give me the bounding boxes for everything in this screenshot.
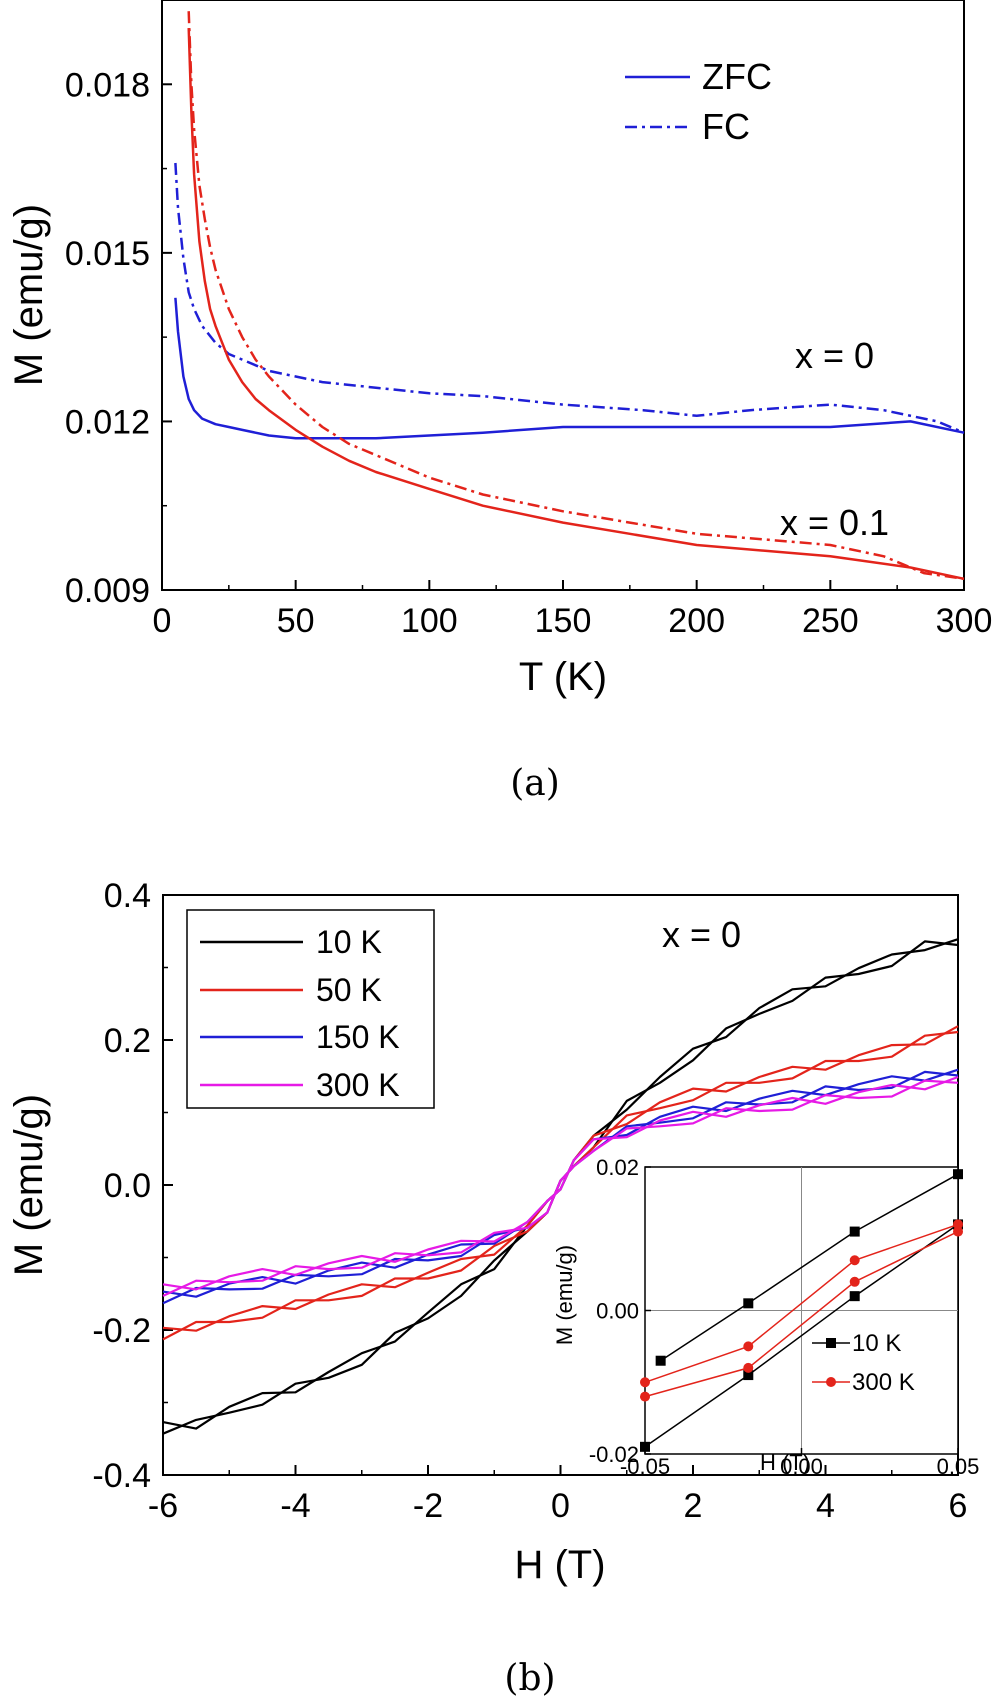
inset-x-tick-label: 0.05 xyxy=(937,1454,980,1479)
inset-marker-square xyxy=(640,1441,650,1452)
inset-series-line-2 xyxy=(644,1230,959,1398)
inset-legend-10k-marker xyxy=(826,1338,836,1348)
panel-a-legend: ZFC FC xyxy=(625,56,772,147)
inset-marker-circle xyxy=(953,1226,963,1237)
panel-a-annotation-x01: x = 0.1 xyxy=(780,502,889,543)
inset-marker-circle xyxy=(849,1255,860,1266)
inset-series-line-0 xyxy=(644,1223,959,1448)
inset-y-tick-label: 0.00 xyxy=(596,1299,639,1324)
legend-50k-label: 50 K xyxy=(316,972,382,1008)
inset-chart: -0.05 0.00 0.05 -0.02 0.00 0.02 H (T) M (emu/… xyxy=(552,1155,979,1479)
b-x-tick-label: 6 xyxy=(949,1487,968,1525)
inset-legend-300k-marker xyxy=(826,1377,836,1387)
a-series-line-1 xyxy=(174,162,965,434)
inset-marker-square xyxy=(849,1291,860,1302)
inset-x-tick-label: 0.00 xyxy=(780,1454,823,1479)
legend-300k-label: 300 K xyxy=(316,1067,400,1103)
panel-b: -6 -4 -2 0 2 4 6 -0.4 -0.2 0.0 0.2 0.4 H (T) M (emu… xyxy=(7,877,979,1699)
a-y-tick-label: 0.018 xyxy=(65,66,150,104)
a-x-tick-label: 0 xyxy=(153,602,172,640)
inset-axis-ticks: -0.05 0.00 0.05 -0.02 0.00 0.02 xyxy=(589,1155,980,1479)
inset-marker-circle xyxy=(849,1276,860,1287)
inset-marker-square xyxy=(743,1370,754,1381)
panel-b-axis-ticks: -6 -4 -2 0 2 4 6 -0.4 -0.2 0.0 0.2 0.4 xyxy=(92,877,967,1525)
b-y-tick-label: 0.0 xyxy=(104,1167,151,1205)
inset-legend-300k-label: 300 K xyxy=(852,1369,915,1396)
inset-y-tick-label: -0.02 xyxy=(589,1442,639,1467)
inset-x-tick-label: -0.05 xyxy=(620,1454,670,1479)
panel-b-caption: (b) xyxy=(504,1658,555,1699)
inset-series-line-1 xyxy=(660,1173,959,1362)
panel-a-annotation-x0: x = 0 xyxy=(795,335,874,376)
a-x-tick-label: 100 xyxy=(401,602,458,640)
inset-marker-square xyxy=(849,1226,860,1237)
inset-marker-square xyxy=(743,1298,754,1309)
a-y-tick-label: 0.009 xyxy=(65,572,150,610)
inset-marker-circle xyxy=(640,1377,650,1388)
inset-marker-circle xyxy=(640,1391,650,1402)
b-x-tick-label: -4 xyxy=(280,1487,310,1525)
inset-marker-circle xyxy=(743,1341,754,1352)
inset-y-axis-label: M (emu/g) xyxy=(552,1245,577,1345)
panel-a-caption: (a) xyxy=(510,763,560,804)
panel-b-y-axis-label: M (emu/g) xyxy=(7,1094,51,1276)
a-series-line-2 xyxy=(187,28,965,581)
b-x-tick-label: 4 xyxy=(816,1487,835,1525)
b-y-tick-label: 0.4 xyxy=(104,877,151,915)
a-y-tick-label: 0.012 xyxy=(65,403,150,441)
a-y-tick-label: 0.015 xyxy=(65,235,150,273)
b-x-tick-label: -2 xyxy=(413,1487,443,1525)
panel-b-legend: 10 K 50 K 150 K 300 K xyxy=(186,909,435,1109)
panel-b-x-axis-label: H (T) xyxy=(514,1543,605,1587)
a-x-tick-label: 200 xyxy=(668,602,725,640)
panel-b-series xyxy=(162,938,959,1435)
inset-legend-10k-label: 10 K xyxy=(852,1330,901,1357)
inset-legend: 10 K 300 K xyxy=(812,1330,915,1396)
inset-y-tick-label: 0.02 xyxy=(596,1155,639,1180)
panel-a: 0 50 100 150 200 250 300 0.009 0.012 0.015 0.018 T… xyxy=(7,0,992,804)
b-x-tick-label: -6 xyxy=(148,1487,178,1525)
panel-b-annotation: x = 0 xyxy=(662,914,741,955)
a-series-line-3 xyxy=(187,11,965,581)
legend-fc-label: FC xyxy=(702,106,750,147)
b-y-tick-label: -0.4 xyxy=(92,1457,151,1495)
b-x-tick-label: 0 xyxy=(551,1487,570,1525)
inset-series-line-3 xyxy=(644,1223,959,1384)
inset-series xyxy=(640,1169,963,1452)
panel-a-series xyxy=(174,11,965,581)
legend-zfc-label: ZFC xyxy=(702,56,772,97)
a-x-tick-label: 150 xyxy=(535,602,592,640)
inset-marker-square xyxy=(953,1169,963,1180)
b-x-tick-label: 2 xyxy=(684,1487,703,1525)
b-series-line-3-1 xyxy=(162,1079,959,1297)
inset-x-axis-label: H (T) xyxy=(760,1450,810,1475)
inset-marker-circle xyxy=(953,1219,963,1230)
a-x-tick-label: 300 xyxy=(936,602,993,640)
a-x-tick-label: 50 xyxy=(277,602,315,640)
legend-150k-label: 150 K xyxy=(316,1019,400,1055)
a-x-tick-label: 250 xyxy=(802,602,859,640)
panel-a-axis-ticks: 0 50 100 150 200 250 300 0.009 0.012 0.015 0.018 xyxy=(65,0,992,640)
b-series-line-3-0 xyxy=(162,1075,959,1291)
inset-marker-square xyxy=(655,1355,666,1366)
inset-marker-circle xyxy=(743,1362,754,1373)
b-y-tick-label: 0.2 xyxy=(104,1022,151,1060)
legend-10k-label: 10 K xyxy=(316,924,382,960)
panel-a-y-axis-label: M (emu/g) xyxy=(7,204,51,386)
b-y-tick-label: -0.2 xyxy=(92,1312,151,1350)
panel-a-x-axis-label: T (K) xyxy=(519,655,607,699)
